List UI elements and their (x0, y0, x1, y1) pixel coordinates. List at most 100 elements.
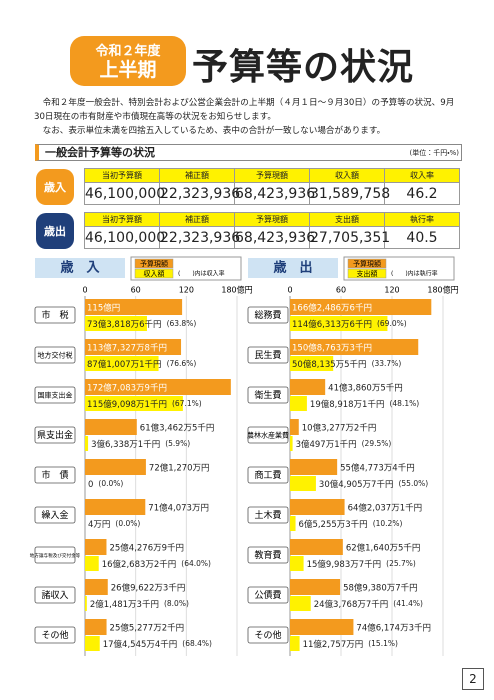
bar (290, 556, 304, 571)
category-box (34, 426, 76, 444)
value-text: 30億4,905万7千円 (319, 479, 394, 490)
intro: 令和２年度一般会計、特別会計および公営企業会計の上半期（４月１日～９月30日）の… (34, 96, 464, 138)
header-cell: 当初予算額 (84, 212, 160, 227)
header-cell: 補正額 (159, 168, 235, 183)
bar (290, 619, 354, 635)
legend-note: ( )内は執行率 (391, 270, 438, 278)
page-number: 2 (462, 668, 484, 690)
value-label: 114億6,313万6千円 (69.0%) (292, 319, 407, 330)
header-cell: 執行率 (384, 212, 460, 227)
value-label: 166億2,486万6千円 (292, 302, 372, 313)
bar (290, 396, 307, 411)
legend-label: 予算現額 (353, 259, 381, 268)
value-label: 115億9,098万1千円 (67.1%) (87, 399, 202, 410)
header-cell: 補正額 (159, 212, 235, 227)
value-text: 55億4,773万4千円 (340, 462, 415, 473)
value-text: 115億円 (87, 302, 120, 313)
value-text: 166億2,486万6千円 (292, 302, 372, 313)
bar (290, 636, 300, 651)
x-tick-label: 120 (384, 286, 399, 295)
value-label: 24億3,768万7千円 (41.4%) (314, 599, 423, 610)
category-label: 公債費 (254, 589, 281, 601)
bar (290, 436, 293, 451)
value-label: 3億6,338万1千円 (5.9%) (91, 439, 190, 450)
header-cell: 収入額 (309, 168, 385, 183)
bar (85, 436, 89, 451)
bar (290, 516, 296, 531)
bar (85, 499, 146, 515)
category-box (34, 306, 76, 324)
value-text: 172億7,083万9千円 (87, 382, 167, 393)
value-text: 72億1,270万円 (149, 462, 210, 473)
rate-label: (64.0%) (181, 559, 211, 568)
bar (290, 356, 334, 371)
value-label: 87億1,007万1千円 (76.6%) (87, 359, 196, 370)
value-text: 114億6,313万6千円 (292, 319, 372, 330)
bar (85, 339, 182, 355)
category-label: 地方交付税 (38, 351, 73, 360)
chart-title-bg (35, 258, 125, 278)
value-label: 115億円 (87, 302, 120, 313)
value-label: 17億4,545万4千円 (68.4%) (103, 639, 212, 650)
legend-swatch (134, 268, 174, 279)
category-label: 農林水産業費 (247, 431, 289, 440)
value-text: 87億1,007万1千円 (87, 359, 162, 370)
legend-swatch (347, 258, 387, 269)
value-text: 73億3,818万6千円 (87, 319, 162, 330)
x-tick-label: 60 (336, 286, 346, 295)
value-text: 41億3,860万5千円 (328, 382, 403, 393)
value-cell: 22,323,936 (159, 182, 240, 205)
value-text: 24億3,768万7千円 (314, 599, 389, 610)
value-text: 6億5,255万3千円 (299, 519, 368, 530)
data-table: 当初予算額 補正額 予算現額 支出額 執行率 46,100,000 22,323,936 68… (84, 212, 460, 249)
x-tick-label: 60 (131, 286, 141, 295)
category-label: 諸収入 (41, 589, 68, 601)
category-label: 土木費 (254, 509, 281, 521)
value-text: 19億8,918万1千円 (310, 399, 385, 410)
bar (85, 619, 107, 635)
value-text: 62億1,640万5千円 (346, 542, 421, 553)
x-tick-label: 0 (82, 286, 87, 295)
x-tick-label: 0 (287, 286, 292, 295)
intro-text: 令和２年度一般会計、特別会計および公営企業会計の上半期（４月１日～９月30日）の… (34, 98, 455, 122)
value-label: 30億4,905万7千円 (55.0%) (319, 479, 428, 490)
bar (290, 539, 343, 555)
bar (290, 459, 338, 475)
legend-label: 予算現額 (140, 259, 168, 268)
category-box (247, 626, 289, 644)
category-label: 市 税 (41, 309, 68, 321)
category-label: 県支出金 (37, 429, 73, 441)
value-text: 11億2,757万円 (303, 639, 364, 650)
category-box (247, 586, 289, 604)
bar (85, 396, 183, 411)
bar (85, 539, 107, 555)
value-cell: 31,589,758 (309, 182, 390, 205)
rate-label: (10.2%) (373, 519, 403, 528)
value-label: 113億7,327万8千円 (87, 342, 167, 353)
header-row: 当初予算額 補正額 予算現額 支出額 執行率 (84, 212, 460, 227)
rate-label: (29.5%) (362, 439, 392, 448)
legend-label: 収入額 (144, 269, 165, 278)
rate-label: (8.0%) (164, 599, 189, 608)
value-text: 115億9,098万1千円 (87, 399, 167, 410)
value-text: 17億4,545万4千円 (103, 639, 178, 650)
category-box (34, 386, 76, 404)
category-box (34, 626, 76, 644)
bar (290, 316, 388, 331)
value-cell: 46.2 (384, 182, 460, 205)
rate-label: (48.1%) (389, 399, 419, 408)
category-box (247, 426, 289, 444)
category-box (247, 506, 289, 524)
category-label: その他 (41, 629, 68, 641)
value-label: 25億4,276万9千円 (109, 542, 184, 553)
value-text: 15億9,983万7千円 (307, 559, 382, 570)
value-label: 72億1,270万円 (149, 462, 210, 473)
value-label: 0 (0.0%) (88, 479, 123, 490)
bar (85, 356, 159, 371)
category-label: 民生費 (254, 349, 281, 361)
value-text: 58億9,380万7千円 (343, 582, 418, 593)
table-label: 歳出 (36, 213, 74, 249)
chart-title: 歳 入 (60, 260, 100, 276)
category-label: 市 債 (41, 469, 68, 481)
